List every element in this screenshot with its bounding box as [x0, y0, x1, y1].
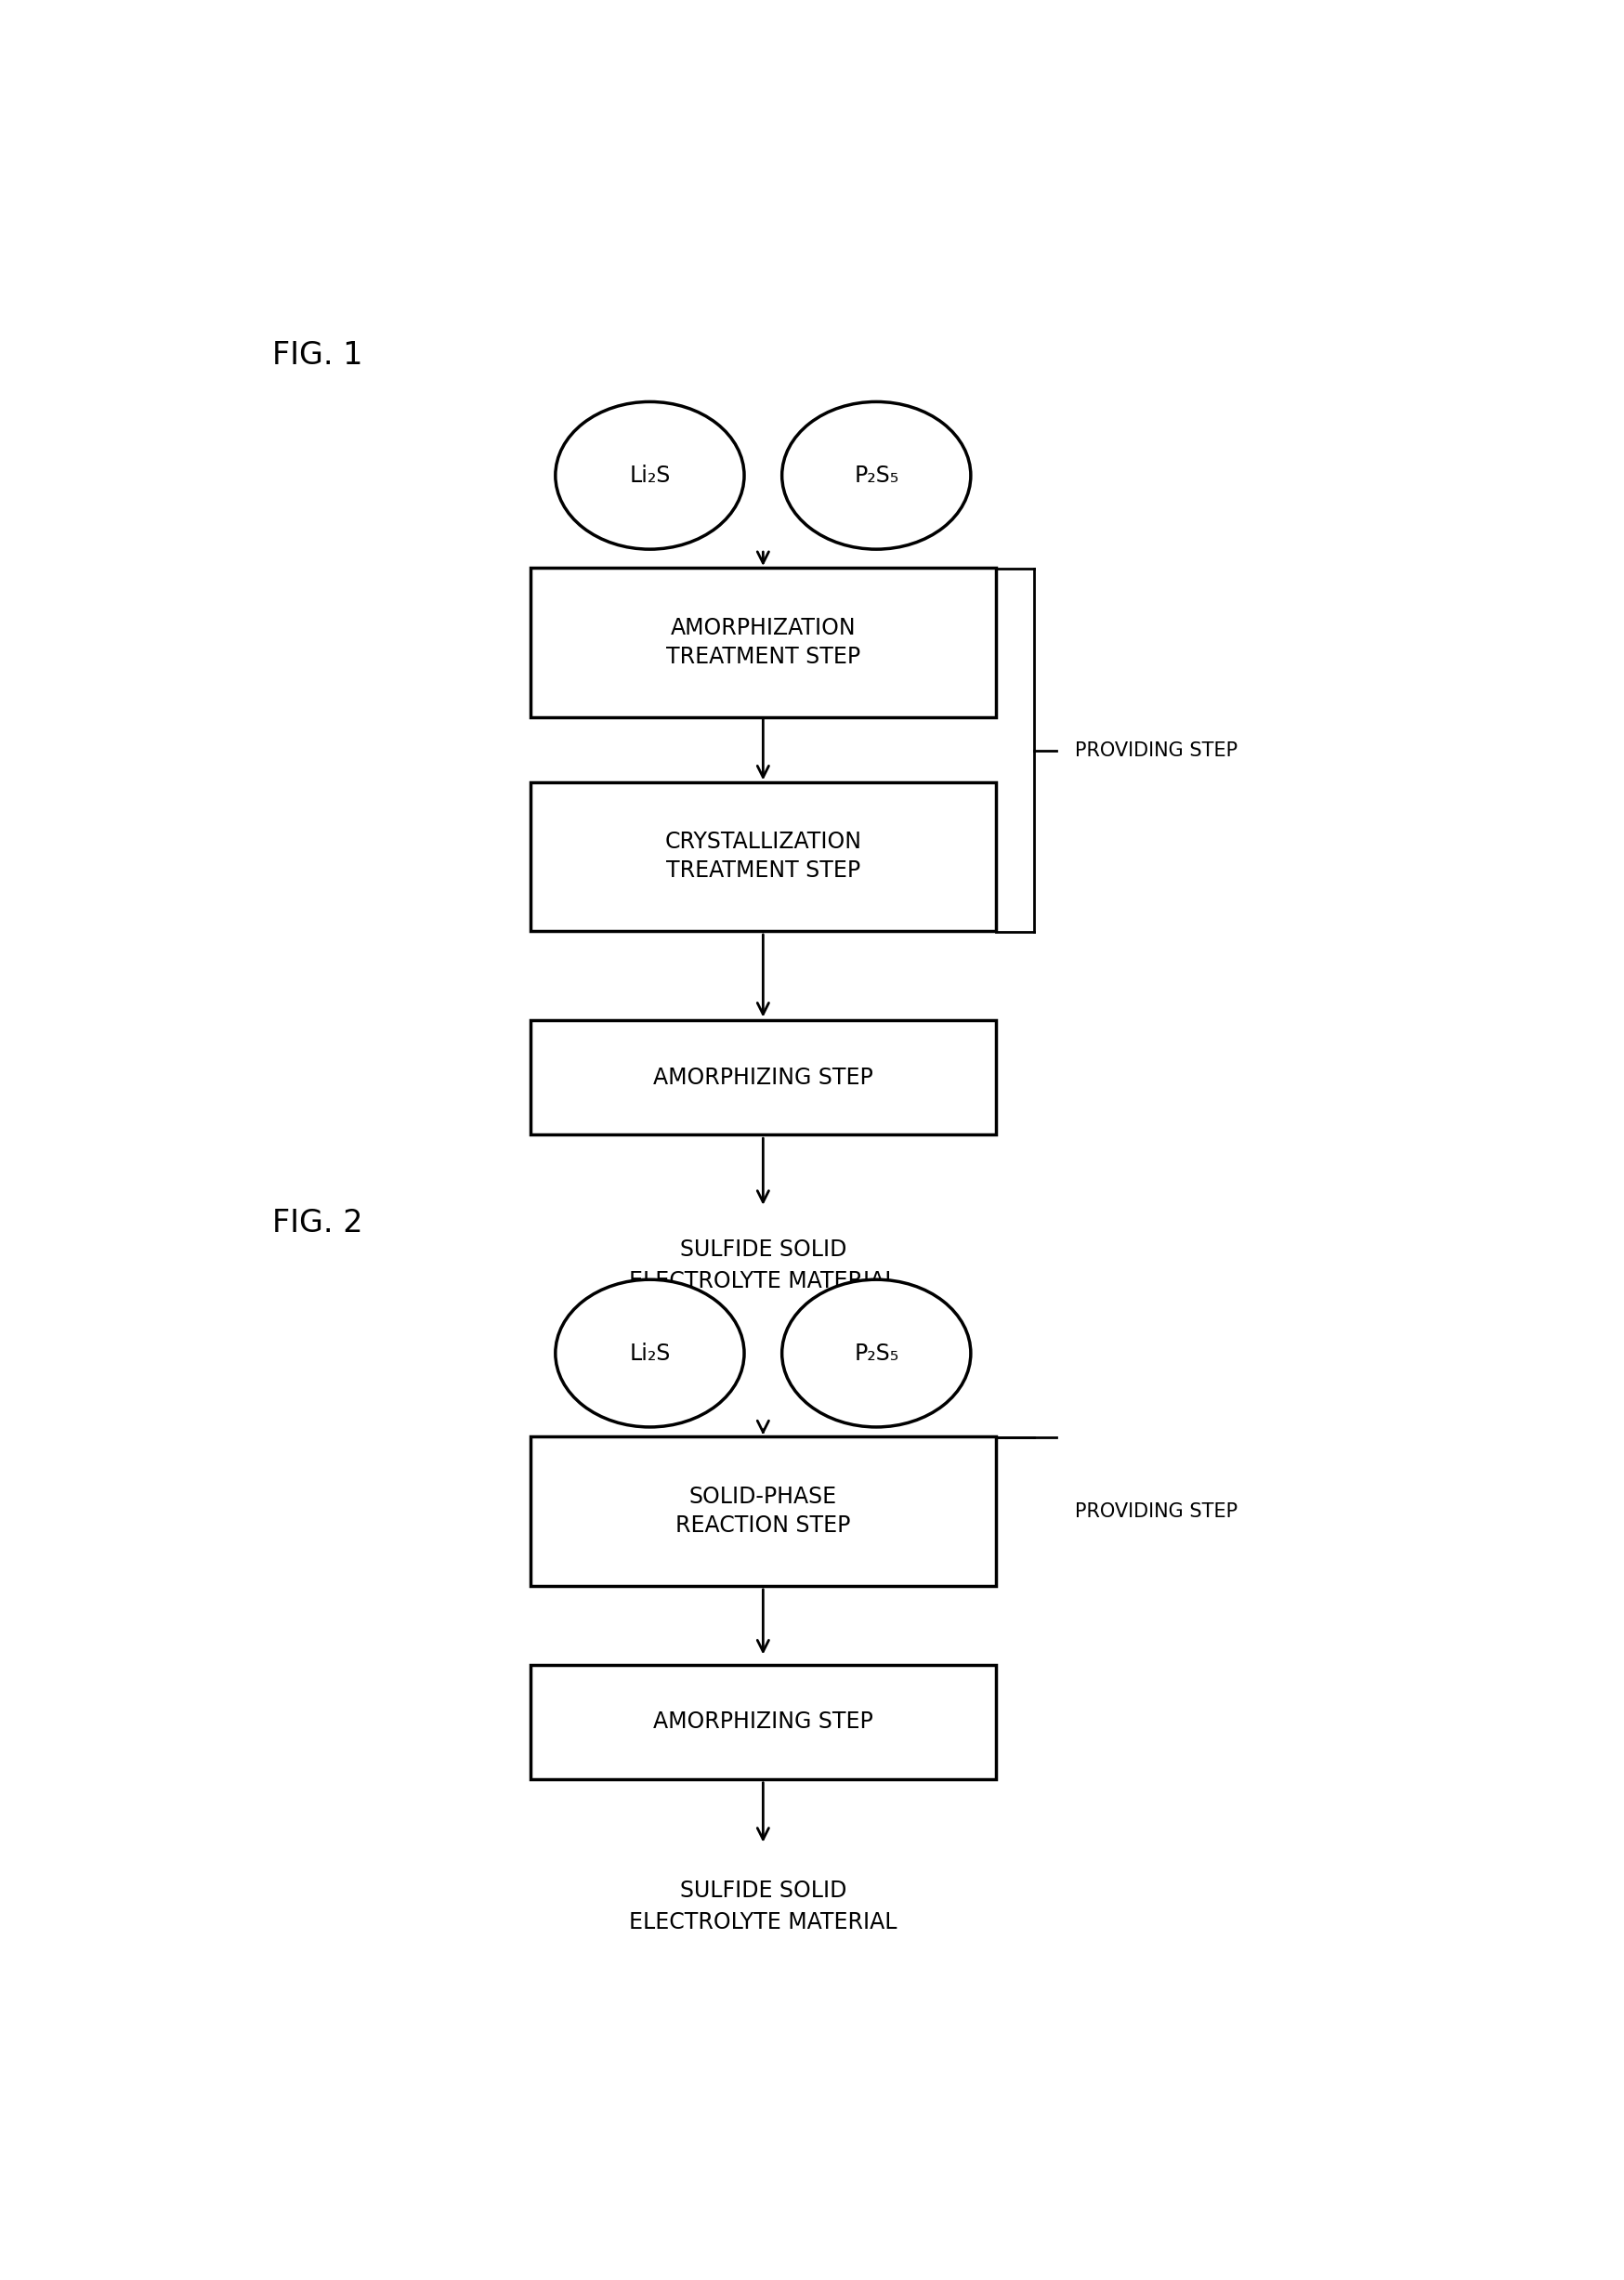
Text: Li₂S: Li₂S — [628, 1343, 671, 1363]
Text: FIG. 1: FIG. 1 — [273, 340, 362, 372]
Text: FIG. 2: FIG. 2 — [273, 1208, 362, 1238]
Text: PROVIDING STEP: PROVIDING STEP — [1075, 741, 1237, 762]
FancyBboxPatch shape — [529, 782, 996, 930]
Text: SULFIDE SOLID
ELECTROLYTE MATERIAL: SULFIDE SOLID ELECTROLYTE MATERIAL — [628, 1238, 896, 1293]
Text: AMORPHIZING STEP: AMORPHIZING STEP — [653, 1710, 874, 1733]
Text: SULFIDE SOLID
ELECTROLYTE MATERIAL: SULFIDE SOLID ELECTROLYTE MATERIAL — [628, 1879, 896, 1933]
Text: P₂S₅: P₂S₅ — [854, 465, 898, 486]
Text: P₂S₅: P₂S₅ — [854, 1343, 898, 1363]
Ellipse shape — [783, 401, 971, 549]
Text: PROVIDING STEP: PROVIDING STEP — [1075, 1503, 1237, 1521]
FancyBboxPatch shape — [529, 1021, 996, 1135]
FancyBboxPatch shape — [529, 1436, 996, 1587]
FancyBboxPatch shape — [529, 1664, 996, 1778]
Ellipse shape — [555, 401, 744, 549]
Ellipse shape — [783, 1279, 971, 1427]
Text: CRYSTALLIZATION
TREATMENT STEP: CRYSTALLIZATION TREATMENT STEP — [664, 832, 862, 882]
Text: AMORPHIZATION
TREATMENT STEP: AMORPHIZATION TREATMENT STEP — [666, 618, 861, 668]
Text: Li₂S: Li₂S — [628, 465, 671, 486]
Ellipse shape — [555, 1279, 744, 1427]
FancyBboxPatch shape — [529, 568, 996, 716]
Text: SOLID-PHASE
REACTION STEP: SOLID-PHASE REACTION STEP — [676, 1487, 851, 1537]
Text: AMORPHIZING STEP: AMORPHIZING STEP — [653, 1067, 874, 1090]
